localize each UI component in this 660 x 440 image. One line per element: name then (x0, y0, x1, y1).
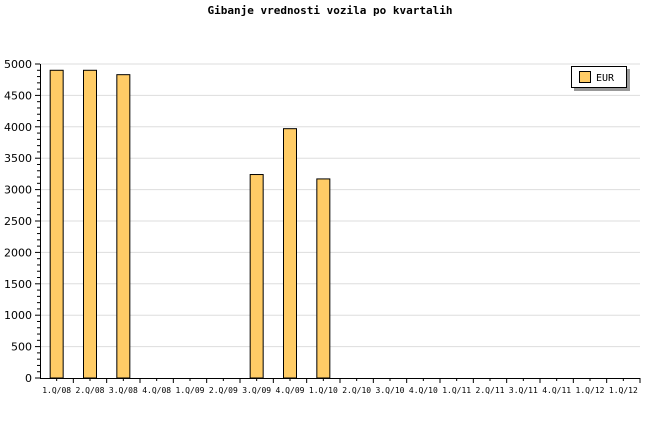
y-tick-label: 1000 (4, 309, 32, 322)
y-tick-label: 500 (11, 341, 32, 354)
y-tick-label: 2000 (4, 246, 32, 259)
legend-label: EUR (596, 73, 615, 84)
x-tick-label: 3.Q/08 (109, 386, 138, 395)
y-tick-label: 4000 (4, 121, 32, 134)
x-tick-label: 1.Q/12 (576, 386, 605, 395)
bar (249, 174, 264, 379)
bar (49, 69, 64, 379)
x-tick-label: 2.Q/11 (476, 386, 505, 395)
x-tick-label: 1.Q/11 (442, 386, 471, 395)
bar (83, 69, 97, 379)
x-tick-label: 4.Q/10 (409, 386, 438, 395)
y-tick-label: 2500 (4, 215, 32, 228)
y-tick-label: 1500 (4, 278, 32, 291)
x-tick-label: 4.Q/08 (142, 386, 171, 395)
bar (283, 128, 297, 379)
bar (316, 178, 331, 379)
x-tick-label: 4.Q/09 (276, 386, 305, 395)
x-tick-label: 3.Q/11 (509, 386, 538, 395)
y-tick-label: 5000 (4, 58, 32, 71)
x-tick-label: 1.Q/09 (176, 386, 205, 395)
bar (116, 74, 131, 379)
y-tick-label: 3000 (4, 184, 32, 197)
legend-swatch (579, 71, 591, 83)
x-tick-label: 1.Q/10 (309, 386, 338, 395)
y-tick-label: 4500 (4, 89, 32, 102)
x-tick-label: 1.Q/08 (42, 386, 71, 395)
x-tick-label: 2.Q/08 (76, 386, 105, 395)
x-tick-label: 4.Q/11 (542, 386, 571, 395)
x-tick-label: 3.Q/10 (376, 386, 405, 395)
x-tick-label: 2.Q/09 (209, 386, 238, 395)
y-tick-label: 3500 (4, 152, 32, 165)
x-tick-label: 2.Q/10 (342, 386, 371, 395)
y-tick-label: 0 (25, 372, 32, 385)
x-tick-label: 3.Q/09 (242, 386, 271, 395)
x-tick-label: 1.Q/12 (609, 386, 638, 395)
chart-title: Gibanje vrednosti vozila po kvartalih (207, 4, 453, 17)
